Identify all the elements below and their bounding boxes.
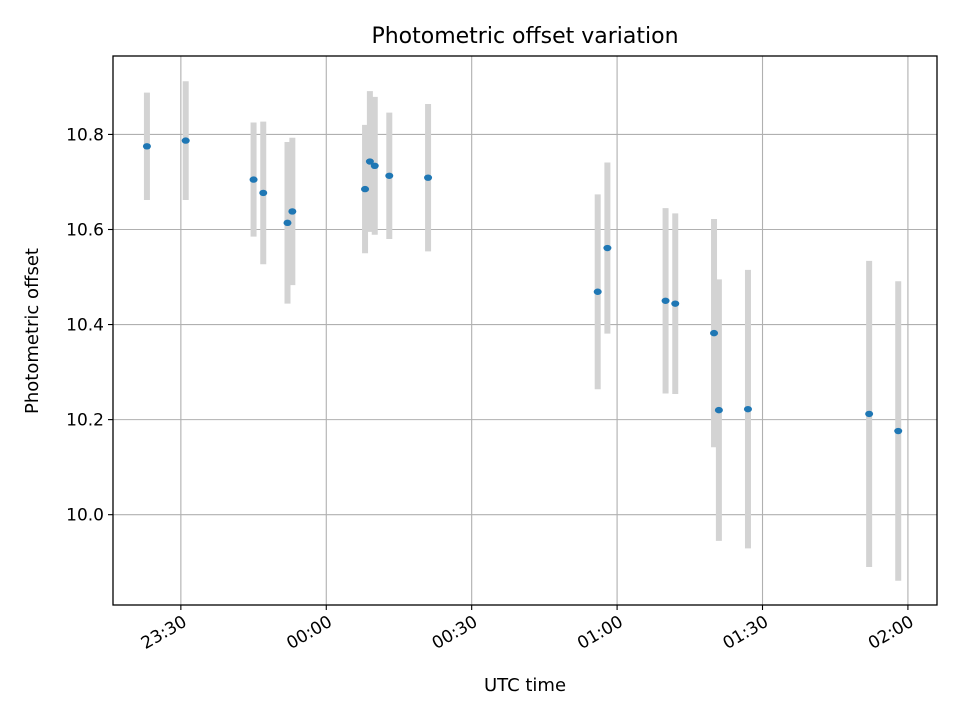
data-point: [385, 172, 394, 179]
data-point: [370, 162, 379, 169]
grid: [113, 56, 937, 605]
data-point: [593, 288, 602, 295]
data-point: [661, 297, 670, 304]
data-point: [142, 143, 151, 150]
y-axis-ticks: 10.0 10.2 10.4 10.6 10.8: [66, 125, 113, 526]
y-axis-label: Photometric offset: [22, 248, 43, 414]
plot-area: [113, 56, 937, 605]
data-point: [743, 405, 752, 413]
data-point: [361, 185, 370, 193]
data-point: [181, 137, 190, 144]
x-axis-label: UTC time: [484, 675, 566, 696]
data-point: [865, 410, 874, 418]
data-point: [424, 174, 433, 181]
y-tick-label: 10.6: [66, 220, 104, 240]
data-point: [603, 244, 612, 252]
data-point: [710, 329, 719, 337]
y-tick-label: 10.8: [66, 125, 104, 145]
data-point: [288, 208, 297, 215]
data-point: [365, 158, 374, 165]
data-points: [142, 137, 903, 435]
y-tick-label: 10.2: [66, 411, 104, 431]
chart-title: Photometric offset variation: [371, 24, 678, 49]
data-point: [259, 189, 268, 197]
data-point: [714, 406, 723, 414]
y-tick-label: 10.4: [66, 316, 104, 336]
plot-frame: [112, 55, 938, 606]
y-tick-label: 10.0: [66, 506, 104, 526]
data-point: [894, 427, 903, 435]
data-point: [671, 300, 680, 307]
data-point: [283, 219, 292, 227]
data-point: [249, 176, 258, 183]
